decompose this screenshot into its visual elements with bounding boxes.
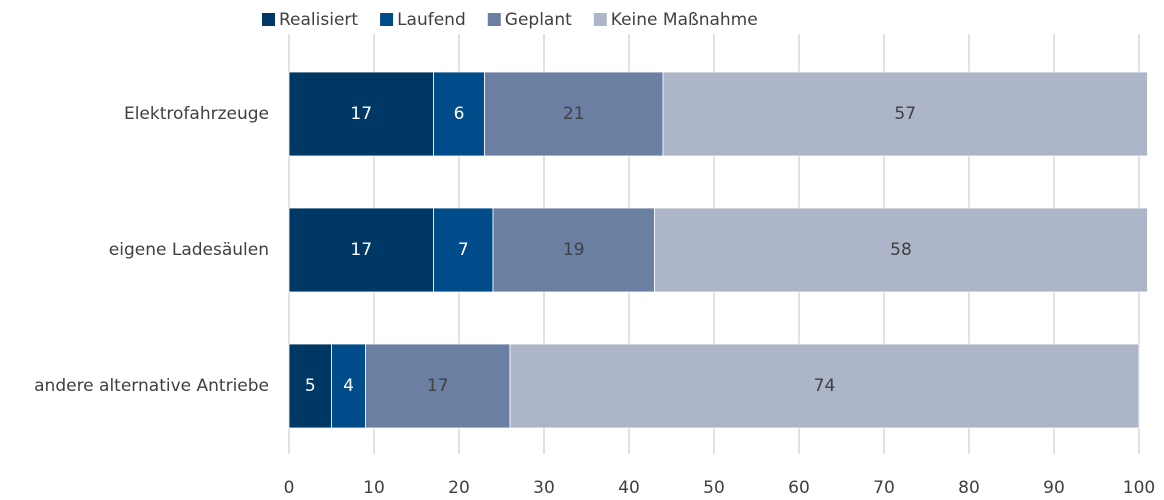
bar-segment (509, 343, 1140, 429)
y-tick-label: Elektrofahrzeuge (124, 104, 269, 124)
bar-segment (433, 207, 494, 293)
x-tick-label: 60 (788, 478, 810, 498)
x-tick-label: 90 (1043, 478, 1065, 498)
legend-swatch (487, 13, 501, 26)
x-tick-label: 80 (958, 478, 980, 498)
legend-swatch (593, 13, 607, 26)
x-tick-label: 30 (533, 478, 555, 498)
data-label: 17 (350, 104, 372, 124)
x-tick-label: 50 (703, 478, 725, 498)
legend-label: Realisiert (279, 10, 358, 30)
bar-segment (662, 71, 1148, 157)
legend-label: Keine Maßnahme (611, 10, 758, 30)
data-label: 6 (454, 104, 465, 124)
bar-segment (288, 207, 434, 293)
legend-swatch (262, 13, 275, 26)
bar-segment (365, 343, 511, 429)
x-tick-label: 70 (873, 478, 895, 498)
legend-label: Geplant (505, 10, 572, 30)
data-label: 74 (814, 376, 836, 396)
bar-segment (484, 71, 664, 157)
bar-segment (288, 71, 434, 157)
legend-swatch (380, 13, 394, 26)
data-label: 17 (350, 240, 372, 260)
data-label: 19 (563, 240, 585, 260)
data-label: 58 (890, 240, 912, 260)
x-tick-label: 10 (363, 478, 385, 498)
x-tick-label: 100 (1123, 478, 1155, 498)
x-tick-label: 0 (284, 478, 295, 498)
data-label: 5 (305, 376, 316, 396)
bar-segment (492, 207, 655, 293)
data-label: 57 (894, 104, 916, 124)
bar-segment (288, 343, 332, 429)
data-label: 7 (458, 240, 469, 260)
legend-label: Laufend (397, 10, 466, 30)
y-tick-label: eigene Ladesäulen (109, 240, 269, 260)
x-tick-label: 40 (618, 478, 640, 498)
bar-segment (654, 207, 1148, 293)
bar-segment (433, 71, 485, 157)
x-tick-label: 20 (448, 478, 470, 498)
data-label: 17 (427, 376, 449, 396)
y-tick-label: andere alternative Antriebe (34, 376, 269, 396)
data-label: 21 (563, 104, 585, 124)
bar-segment (331, 343, 366, 429)
data-label: 4 (343, 376, 354, 396)
